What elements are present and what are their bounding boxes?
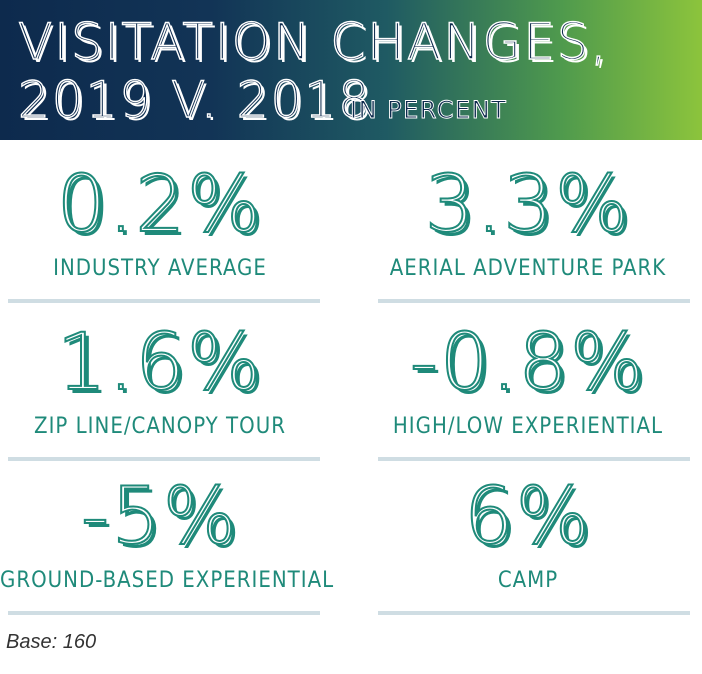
stat-value: 6% [463,471,592,563]
stat-high-low-experiential: -0.8% HIGH/LOW EXPERIENTIAL [368,317,688,468]
divider [8,299,320,303]
footnote-base: Base: 160 [6,631,97,653]
stat-value: 0.2% [56,159,264,251]
divider [378,299,690,303]
divider [378,611,690,615]
stat-label: ZIP LINE/CANOPY TOUR [34,414,286,439]
stat-label: CAMP [497,568,559,593]
divider [8,457,320,461]
stat-label: GROUND-BASED EXPERIENTIAL [0,568,335,593]
stat-label: INDUSTRY AVERAGE [53,256,267,281]
stat-label: HIGH/LOW EXPERIENTIAL [392,414,664,439]
stat-ground-based-experiential: -5% GROUND-BASED EXPERIENTIAL [0,471,335,622]
stat-aerial-adventure-park: 3.3% AERIAL ADVENTURE PARK [368,159,688,310]
title-line-1: VISITATION CHANGES, [17,13,609,71]
stat-zip-line-canopy-tour: 1.6% ZIP LINE/CANOPY TOUR [0,317,320,468]
divider [8,611,320,615]
stat-industry-average: 0.2% INDUSTRY AVERAGE [0,159,320,310]
divider [378,457,690,461]
stat-value: 3.3% [424,159,632,251]
title-banner: VISITATION CHANGES, 2019 V. 2018 IN PERC… [0,0,702,140]
stat-value: -5% [80,471,239,563]
stat-camp: 6% CAMP [368,471,688,622]
title-line-2: 2019 V. 2018 [17,71,372,129]
stat-label: AERIAL ADVENTURE PARK [389,256,667,281]
stat-value: -0.8% [409,317,647,409]
stat-value: 1.6% [56,317,264,409]
title-subtitle: IN PERCENT [350,96,508,125]
